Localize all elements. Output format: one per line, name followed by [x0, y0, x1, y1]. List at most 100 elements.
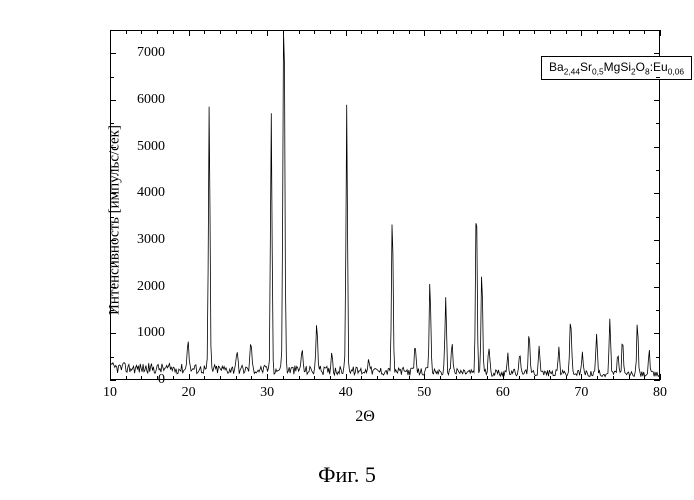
- x-tick: [110, 374, 111, 380]
- x-minor-tick: [550, 30, 551, 34]
- x-minor-tick: [409, 376, 410, 380]
- x-minor-tick: [251, 30, 252, 34]
- y-minor-tick: [656, 170, 660, 171]
- legend-box: Ba2,44Sr0,5MgSi2O8:Eu0,06: [541, 56, 692, 80]
- y-tick-label: 1000: [137, 325, 165, 341]
- y-tick-label: 5000: [137, 139, 165, 155]
- x-minor-tick: [330, 30, 331, 34]
- x-minor-tick: [204, 30, 205, 34]
- y-tick: [654, 380, 660, 381]
- y-minor-tick: [110, 263, 114, 264]
- x-minor-tick: [204, 376, 205, 380]
- x-tick: [267, 374, 268, 380]
- x-minor-tick: [157, 30, 158, 34]
- y-tick: [654, 193, 660, 194]
- figure-caption: Фиг. 5: [318, 462, 376, 488]
- x-tick: [346, 30, 347, 36]
- x-minor-tick: [126, 30, 127, 34]
- y-tick: [654, 147, 660, 148]
- x-tick: [267, 30, 268, 36]
- x-minor-tick: [644, 30, 645, 34]
- y-tick-label: 2000: [137, 279, 165, 295]
- xrd-chart: Интенсивность [импульс/сек] Ba2,44Sr0,5M…: [60, 20, 670, 420]
- y-minor-tick: [656, 310, 660, 311]
- plot-svg: [111, 31, 661, 381]
- x-tick: [581, 374, 582, 380]
- x-minor-tick: [299, 376, 300, 380]
- y-tick: [110, 380, 116, 381]
- x-tick: [346, 374, 347, 380]
- x-minor-tick: [629, 30, 630, 34]
- x-minor-tick: [330, 376, 331, 380]
- y-tick: [110, 333, 116, 334]
- x-tick: [503, 374, 504, 380]
- x-tick: [581, 30, 582, 36]
- y-tick: [654, 100, 660, 101]
- y-minor-tick: [110, 123, 114, 124]
- x-minor-tick: [409, 30, 410, 34]
- y-tick-label: 7000: [137, 45, 165, 61]
- x-minor-tick: [534, 376, 535, 380]
- x-tick: [189, 30, 190, 36]
- x-minor-tick: [157, 376, 158, 380]
- x-minor-tick: [141, 376, 142, 380]
- x-minor-tick: [456, 30, 457, 34]
- y-minor-tick: [110, 357, 114, 358]
- x-minor-tick: [440, 376, 441, 380]
- x-minor-tick: [597, 376, 598, 380]
- y-tick: [110, 193, 116, 194]
- y-minor-tick: [656, 357, 660, 358]
- x-tick-label: 10: [103, 385, 117, 401]
- x-minor-tick: [377, 30, 378, 34]
- x-minor-tick: [314, 376, 315, 380]
- x-tick: [424, 30, 425, 36]
- x-minor-tick: [519, 376, 520, 380]
- x-tick: [660, 374, 661, 380]
- y-tick: [654, 287, 660, 288]
- y-tick: [110, 53, 116, 54]
- x-minor-tick: [283, 376, 284, 380]
- x-minor-tick: [361, 376, 362, 380]
- x-minor-tick: [393, 30, 394, 34]
- y-tick-label: 0: [158, 372, 165, 388]
- x-minor-tick: [566, 30, 567, 34]
- x-minor-tick: [220, 30, 221, 34]
- x-tick-label: 20: [182, 385, 196, 401]
- x-minor-tick: [519, 30, 520, 34]
- x-minor-tick: [566, 376, 567, 380]
- y-tick: [654, 240, 660, 241]
- x-minor-tick: [487, 376, 488, 380]
- x-minor-tick: [629, 376, 630, 380]
- y-minor-tick: [110, 217, 114, 218]
- x-minor-tick: [236, 30, 237, 34]
- y-minor-tick: [656, 217, 660, 218]
- x-minor-tick: [236, 376, 237, 380]
- x-minor-tick: [299, 30, 300, 34]
- x-tick: [503, 30, 504, 36]
- x-minor-tick: [141, 30, 142, 34]
- y-minor-tick: [110, 170, 114, 171]
- x-minor-tick: [361, 30, 362, 34]
- x-minor-tick: [456, 376, 457, 380]
- x-minor-tick: [283, 30, 284, 34]
- y-tick: [110, 147, 116, 148]
- x-tick-label: 30: [260, 385, 274, 401]
- x-minor-tick: [314, 30, 315, 34]
- y-minor-tick: [110, 77, 114, 78]
- x-minor-tick: [597, 30, 598, 34]
- x-axis-label: 2Θ: [355, 408, 375, 426]
- x-minor-tick: [126, 376, 127, 380]
- x-tick: [424, 374, 425, 380]
- x-tick: [110, 30, 111, 36]
- y-tick-label: 6000: [137, 92, 165, 108]
- y-tick: [110, 287, 116, 288]
- x-tick-label: 40: [339, 385, 353, 401]
- x-tick: [660, 30, 661, 36]
- y-tick-label: 4000: [137, 185, 165, 201]
- x-minor-tick: [471, 376, 472, 380]
- x-minor-tick: [251, 376, 252, 380]
- y-minor-tick: [656, 263, 660, 264]
- x-minor-tick: [471, 30, 472, 34]
- y-tick: [110, 240, 116, 241]
- y-tick-label: 3000: [137, 232, 165, 248]
